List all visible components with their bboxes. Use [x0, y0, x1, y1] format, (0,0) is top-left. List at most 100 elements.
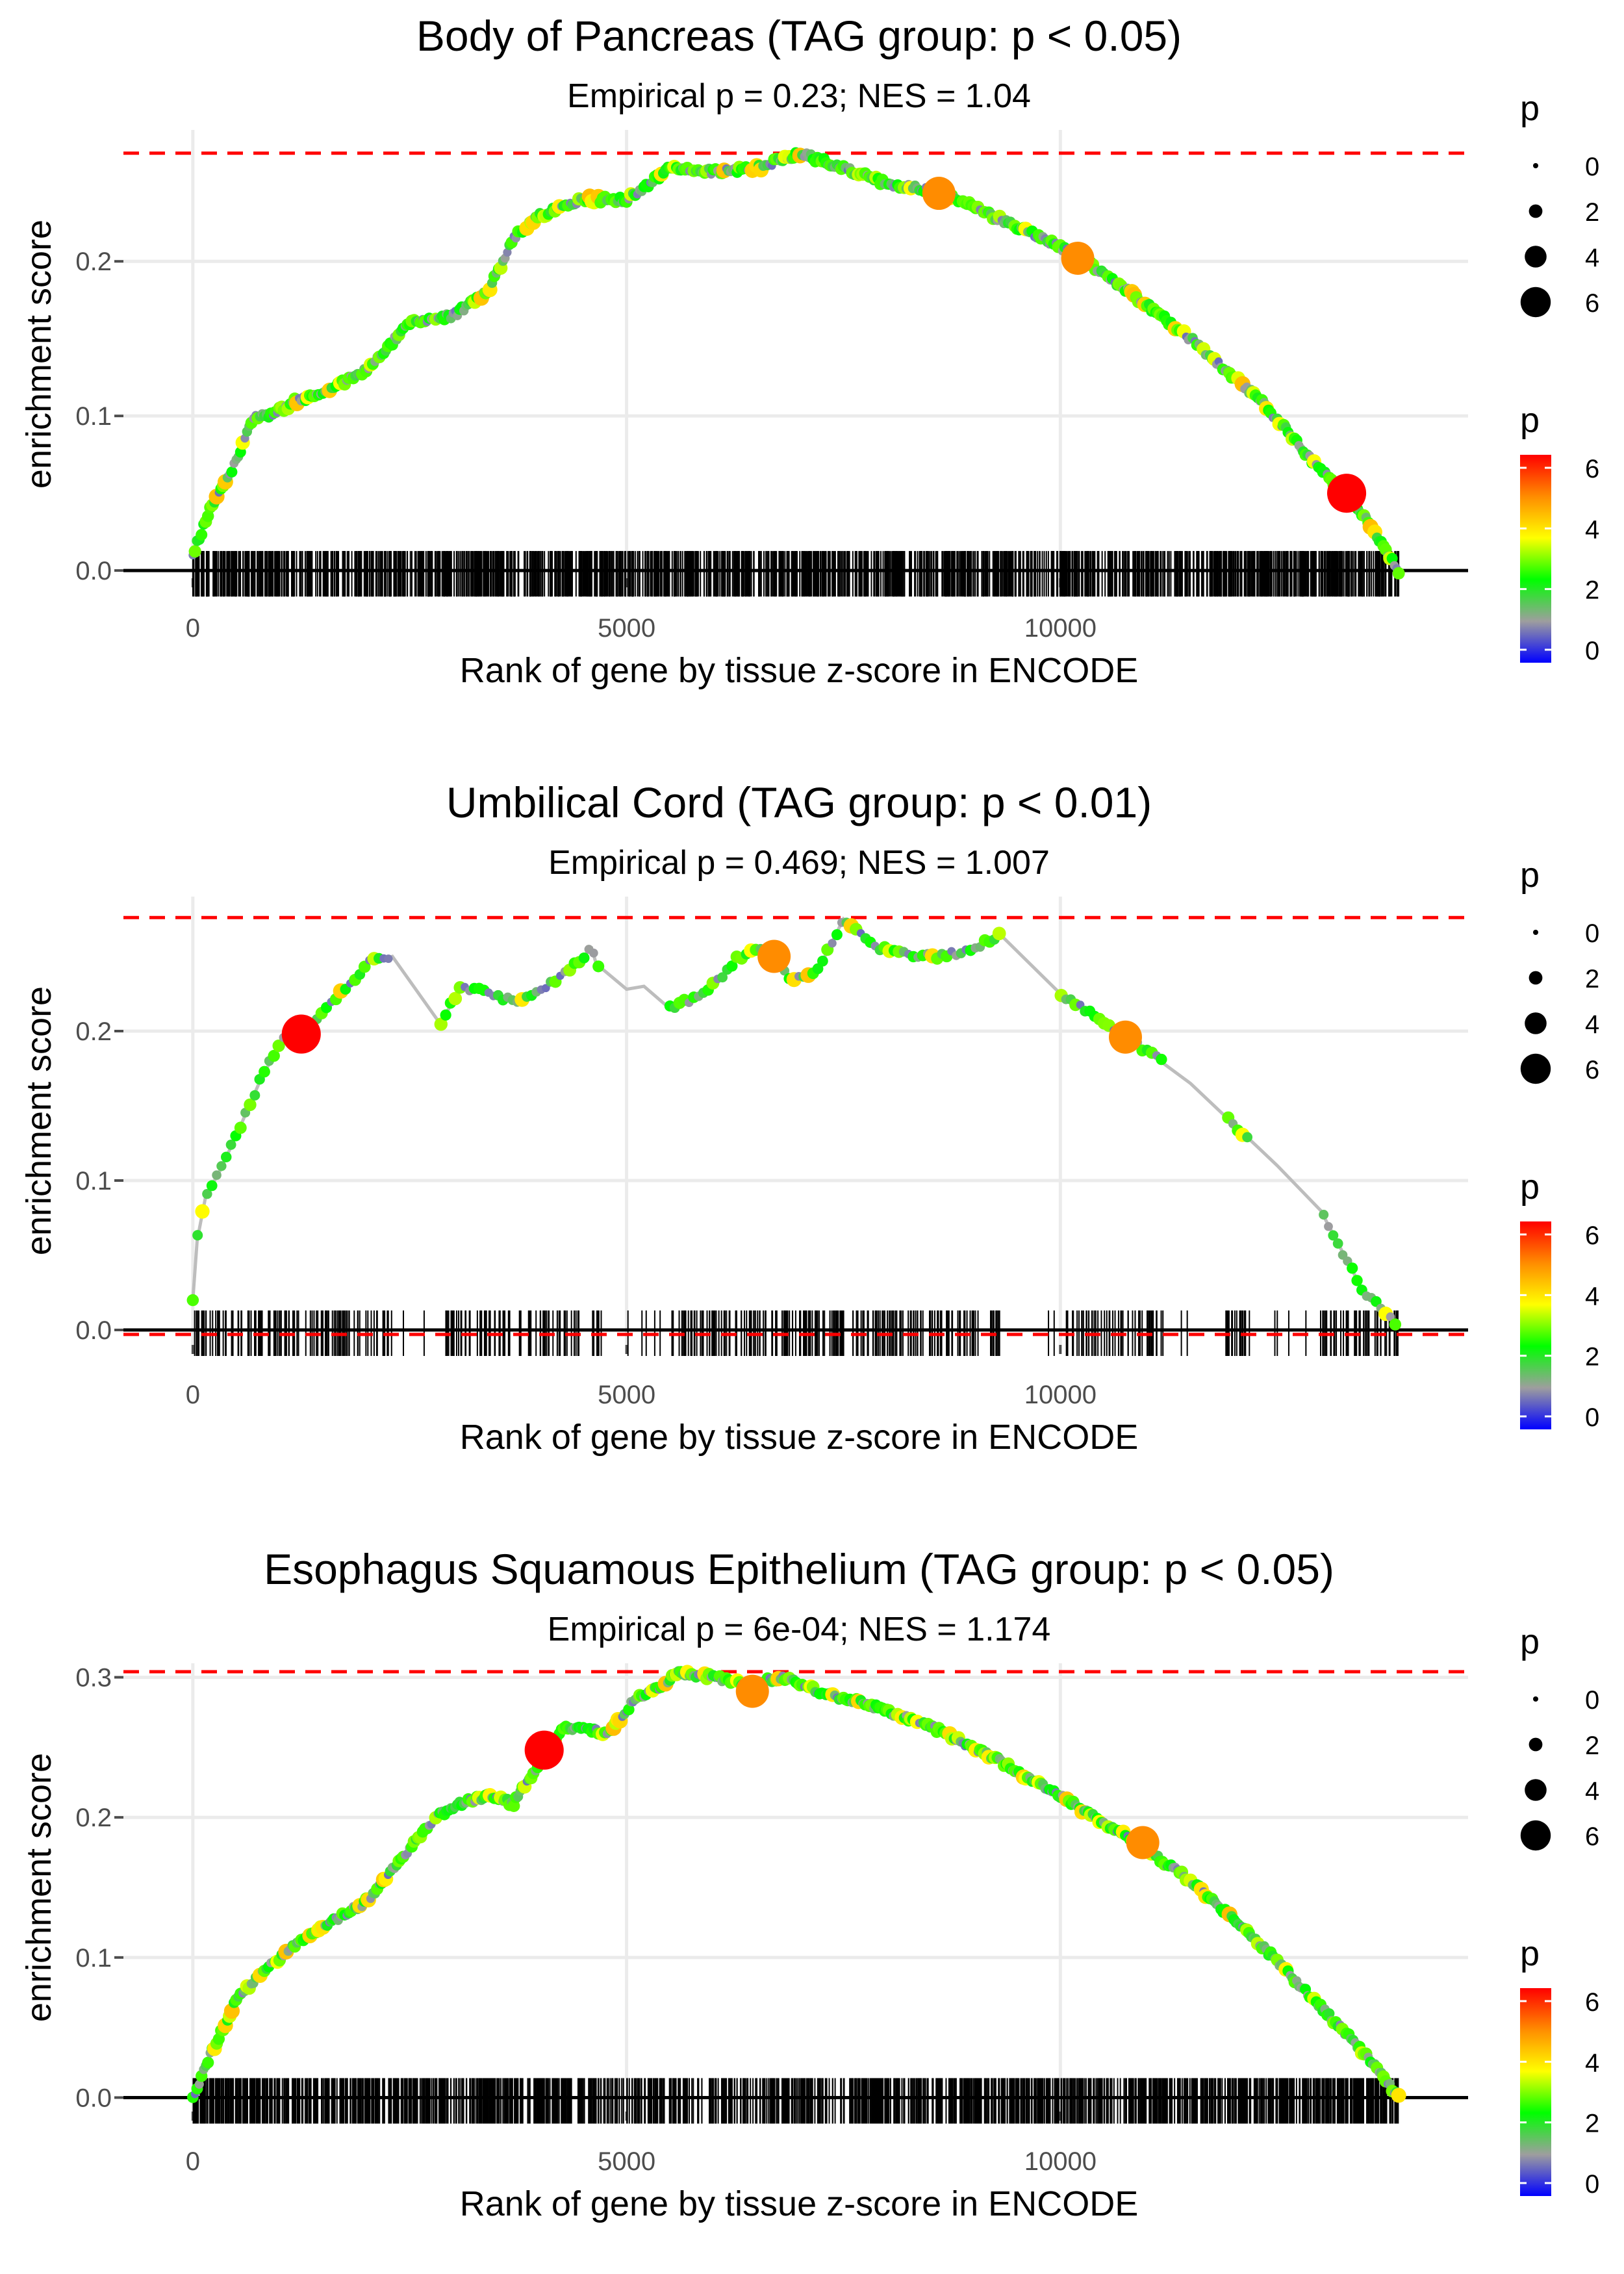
- gene-point: [828, 939, 837, 948]
- y-tick-label: 0.2: [75, 248, 112, 276]
- gene-point: [1156, 1053, 1167, 1066]
- color-legend-label: 2: [1585, 576, 1599, 605]
- y-tick-label: 0.0: [75, 1316, 112, 1345]
- gene-point: [194, 2079, 204, 2089]
- size-legend-label: 0: [1585, 153, 1599, 181]
- color-legend-label: 6: [1585, 455, 1599, 483]
- size-legend-label: 2: [1585, 965, 1599, 993]
- highlight-point: [1108, 1020, 1142, 1054]
- size-legend-dot: [1520, 287, 1551, 318]
- x-tick-label: 10000: [1024, 2147, 1097, 2176]
- x-tick-label: 10000: [1024, 614, 1097, 643]
- highlight-point: [735, 1674, 769, 1708]
- gene-point: [1392, 567, 1405, 580]
- gene-point: [542, 984, 550, 993]
- chart-title: Umbilical Cord (TAG group: p < 0.01): [446, 778, 1152, 826]
- chart-subtitle: Empirical p = 6e-04; NES = 1.174: [548, 1611, 1051, 1648]
- color-legend-label: 0: [1585, 1403, 1599, 1432]
- y-axis-label: enrichment score: [19, 1753, 58, 2022]
- gene-point: [503, 248, 512, 257]
- size-legend-dot: [1525, 1012, 1547, 1034]
- gene-point: [1328, 1230, 1339, 1241]
- chart-subtitle: Empirical p = 0.23; NES = 1.04: [567, 77, 1031, 115]
- chart-title: Body of Pancreas (TAG group: p < 0.05): [416, 12, 1182, 60]
- gene-point: [992, 926, 1006, 941]
- gene-point: [623, 1704, 635, 1716]
- color-legend-bar: [1520, 455, 1551, 663]
- y-tick-label: 0.1: [75, 402, 112, 431]
- gene-point: [268, 1049, 280, 1062]
- y-tick-label: 0.0: [75, 557, 112, 585]
- highlight-point: [1061, 241, 1095, 275]
- y-tick-label: 0.1: [75, 1167, 112, 1195]
- highlight-point: [281, 1014, 321, 1054]
- y-tick-label: 0.2: [75, 1804, 112, 1832]
- chart-panel-2: Umbilical Cord (TAG group: p < 0.01) Empi…: [19, 778, 1599, 1457]
- legend: p 0 2 4 6 p 6 4 2 0: [1520, 856, 1599, 1432]
- legend: p 0 2 4 6 p 6 4 2 0: [1520, 89, 1599, 665]
- y-axis-label: enrichment score: [19, 220, 58, 489]
- color-legend-label: 0: [1585, 2170, 1599, 2199]
- size-legend-title: p: [1520, 856, 1540, 895]
- size-legend-label: 0: [1585, 1686, 1599, 1715]
- x-tick-label: 5000: [598, 614, 655, 643]
- gene-point: [1347, 1262, 1358, 1274]
- x-axis-label: Rank of gene by tissue z-score in ENCODE: [460, 2184, 1138, 2223]
- gene-point: [384, 954, 393, 964]
- gene-point: [272, 1040, 285, 1053]
- size-legend-dot: [1529, 204, 1543, 218]
- size-legend-label: 2: [1585, 1731, 1599, 1760]
- size-legend-dot: [1533, 163, 1538, 168]
- legend: p 0 2 4 6 p 6 4 2 0: [1520, 1622, 1599, 2199]
- highlight-point: [922, 177, 956, 211]
- gene-point: [195, 1204, 210, 1219]
- size-legend-dot: [1525, 246, 1547, 268]
- chart-panel-3: Esophagus Squamous Epithelium (TAG group…: [19, 1545, 1599, 2223]
- gene-point: [434, 1017, 448, 1031]
- color-legend-label: 6: [1585, 1221, 1599, 1250]
- gene-point: [221, 1151, 232, 1163]
- highlight-point: [524, 1730, 564, 1770]
- gene-point: [592, 960, 605, 973]
- gene-point: [1242, 1132, 1253, 1143]
- color-legend-title: p: [1520, 1168, 1540, 1207]
- gene-point: [1319, 1210, 1329, 1220]
- size-legend-dot: [1520, 1053, 1551, 1084]
- size-legend-label: 4: [1585, 1010, 1599, 1039]
- gene-points: [186, 917, 1402, 1331]
- gene-point: [831, 929, 843, 941]
- color-legend-label: 4: [1585, 515, 1599, 544]
- y-tick-label: 0.2: [75, 1017, 112, 1046]
- chart-title: Esophagus Squamous Epithelium (TAG group…: [264, 1545, 1334, 1593]
- gene-point: [196, 529, 208, 541]
- gene-point: [817, 955, 828, 967]
- y-tick-label: 0.0: [75, 2084, 112, 2112]
- gene-point: [202, 1188, 212, 1199]
- gene-point: [578, 952, 590, 964]
- color-legend-bar: [1520, 1221, 1551, 1429]
- gene-point: [1391, 2088, 1406, 2103]
- color-legend-title: p: [1520, 401, 1540, 440]
- gene-point: [226, 466, 238, 478]
- gene-point: [188, 545, 201, 558]
- x-tick-label: 5000: [598, 1381, 655, 1409]
- gene-point: [212, 1170, 222, 1181]
- gene-points: [188, 147, 1405, 580]
- color-legend-label: 2: [1585, 2110, 1599, 2138]
- gene-point: [1389, 1318, 1402, 1331]
- size-legend-title: p: [1520, 1622, 1540, 1661]
- gene-point: [234, 1121, 247, 1134]
- gene-point: [717, 972, 728, 983]
- size-legend-dot: [1529, 1737, 1543, 1752]
- gene-point: [206, 1180, 218, 1192]
- gene-rug: [192, 551, 1400, 597]
- gene-point: [589, 949, 598, 958]
- size-legend-label: 6: [1585, 289, 1599, 318]
- y-axis-label: enrichment score: [19, 986, 58, 1255]
- gene-point: [192, 1230, 203, 1241]
- size-legend-label: 4: [1585, 1777, 1599, 1806]
- size-legend-dot: [1520, 1820, 1551, 1851]
- gene-point: [186, 1294, 199, 1307]
- x-tick-label: 0: [186, 2147, 200, 2176]
